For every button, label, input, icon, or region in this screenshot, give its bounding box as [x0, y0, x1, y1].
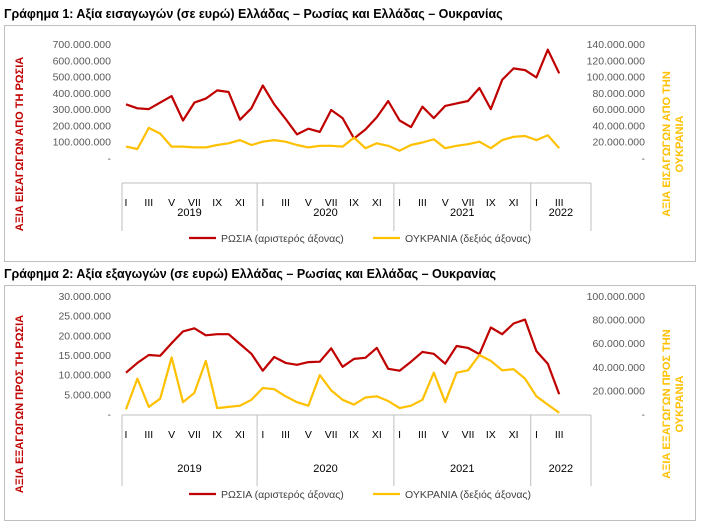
month-label: III — [555, 429, 564, 441]
left-axis-tick-0: - — [108, 409, 112, 421]
chart2-title: Γράφημα 2: Αξία εξαγωγών (σε ευρώ) Ελλάδ… — [4, 267, 497, 281]
month-label: VII — [462, 197, 475, 209]
year-label-2022: 2022 — [549, 207, 573, 219]
right-axis-title: ΑΞΙΑ ΕΙΣΑΓΩΓΩΝ ΑΠΟ ΤΗΝΟΥΚΡΑΝΙΑ — [661, 71, 686, 217]
right-axis-tick-1: 20.000.000 — [592, 137, 645, 149]
year-label-2021: 2021 — [450, 207, 474, 219]
right-axis-tick-0: - — [642, 153, 646, 165]
right-axis-tick-0: - — [642, 409, 646, 421]
chart1-svg: - 100.000.000 200.000.000 300.000.000 400.00… — [14, 39, 686, 245]
month-label: IX — [212, 429, 222, 441]
month-label: I — [398, 197, 401, 209]
right-axis-tick-5: 100.000.000 — [587, 72, 646, 84]
right-axis-tick-3: 60.000.000 — [592, 338, 645, 350]
right-axis-tick-4: 80.000.000 — [592, 88, 645, 100]
left-axis-tick-0: - — [108, 153, 112, 165]
right-axis-title: ΑΞΙΑ ΕΞΑΓΩΓΩΝ ΠΡΟΣ ΤΗΝΟΥΚΡΑΝΙΑ — [661, 329, 686, 478]
left-axis-tick-2: 10.000.000 — [58, 370, 111, 382]
year-label-2020: 2020 — [313, 463, 337, 475]
month-label: IX — [349, 429, 359, 441]
right-axis-tick-4: 80.000.000 — [592, 315, 645, 327]
month-label: III — [418, 197, 427, 209]
month-label: V — [442, 197, 449, 209]
left-axis-tick-4: 400.000.000 — [53, 88, 112, 100]
left-axis-tick-3: 15.000.000 — [58, 350, 111, 362]
month-label: IX — [349, 197, 359, 209]
month-label: XI — [235, 197, 245, 209]
month-label: VII — [325, 429, 338, 441]
chart2-panel: - 5.000.000 10.000.000 15.000.000 20.000.000… — [4, 285, 696, 521]
month-label: VII — [188, 429, 201, 441]
left-axis-tick-5: 25.000.000 — [58, 311, 111, 323]
month-label: I — [535, 197, 538, 209]
left-axis-tick-7: 700.000.000 — [53, 39, 112, 51]
chart1-title: Γράφημα 1: Αξία εισαγωγών (σε ευρώ) Ελλά… — [4, 7, 503, 21]
month-label: XI — [509, 429, 519, 441]
month-label: XI — [372, 197, 382, 209]
month-label: XI — [235, 429, 245, 441]
ukraine-series-line — [125, 126, 561, 152]
month-label: IX — [212, 197, 222, 209]
month-label: III — [281, 197, 290, 209]
left-axis-title: ΑΞΙΑ ΕΞΑΓΩΓΩΝ ΠΡΟΣ ΤΗ ΡΩΣΙΑ — [14, 315, 26, 493]
chart2-svg: - 5.000.000 10.000.000 15.000.000 20.000.000… — [14, 291, 686, 501]
month-label: V — [305, 197, 312, 209]
ukraine-series-line — [124, 353, 560, 414]
right-axis-tick-7: 140.000.000 — [587, 39, 646, 51]
legend-russia-label: ΡΩΣΙΑ (αριστερός άξονας) — [221, 233, 344, 245]
month-label: III — [144, 429, 153, 441]
month-label: III — [281, 429, 290, 441]
left-axis-tick-1: 100.000.000 — [53, 137, 112, 149]
month-label: III — [144, 197, 153, 209]
right-axis-tick-5: 100.000.000 — [587, 291, 646, 303]
russia-series-line — [125, 318, 561, 395]
month-label: VII — [188, 197, 201, 209]
month-label: V — [305, 429, 312, 441]
right-axis-tick-1: 20.000.000 — [592, 385, 645, 397]
chart1-panel: - 100.000.000 200.000.000 300.000.000 400.00… — [4, 25, 696, 262]
year-label-2019: 2019 — [177, 207, 201, 219]
year-label-2021: 2021 — [450, 463, 474, 475]
legend-ukraine-label: ΟΥΚΡΑΝΙΑ (δεξιός άξονας) — [405, 233, 531, 245]
right-axis-tick-2: 40.000.000 — [592, 120, 645, 132]
month-label: V — [442, 429, 449, 441]
month-label: XI — [509, 197, 519, 209]
russia-series-line — [125, 48, 561, 140]
left-axis-tick-6: 600.000.000 — [53, 55, 112, 67]
month-label: III — [418, 429, 427, 441]
month-label: VII — [325, 197, 338, 209]
month-label: IX — [486, 429, 496, 441]
left-axis-tick-3: 300.000.000 — [53, 104, 112, 116]
month-label: I — [398, 429, 401, 441]
right-axis-tick-6: 120.000.000 — [587, 55, 646, 67]
left-axis-tick-1: 5.000.000 — [64, 389, 111, 401]
month-label: VII — [462, 429, 475, 441]
left-axis-title: ΑΞΙΑ ΕΙΣΑΓΩΓΩΝ ΑΠΟ ΤΗ ΡΩΣΙΑ — [14, 57, 26, 232]
year-label-2020: 2020 — [313, 207, 337, 219]
right-axis-tick-3: 60.000.000 — [592, 104, 645, 116]
month-label: I — [125, 197, 128, 209]
legend-ukraine-label: ΟΥΚΡΑΝΙΑ (δεξιός άξονας) — [405, 489, 531, 501]
month-label: XI — [372, 429, 382, 441]
month-label: V — [168, 197, 175, 209]
month-label: III — [555, 197, 564, 209]
right-axis-tick-2: 40.000.000 — [592, 362, 645, 374]
month-label: IX — [486, 197, 496, 209]
month-label: I — [261, 197, 264, 209]
year-label-2019: 2019 — [177, 463, 201, 475]
month-label: V — [168, 429, 175, 441]
month-label: I — [535, 429, 538, 441]
month-label: I — [261, 429, 264, 441]
left-axis-tick-2: 200.000.000 — [53, 120, 112, 132]
left-axis-tick-4: 20.000.000 — [58, 330, 111, 342]
left-axis-tick-5: 500.000.000 — [53, 72, 112, 84]
month-label: I — [125, 429, 128, 441]
left-axis-tick-6: 30.000.000 — [58, 291, 111, 303]
legend-russia-label: ΡΩΣΙΑ (αριστερός άξονας) — [221, 489, 344, 501]
year-label-2022: 2022 — [549, 463, 573, 475]
